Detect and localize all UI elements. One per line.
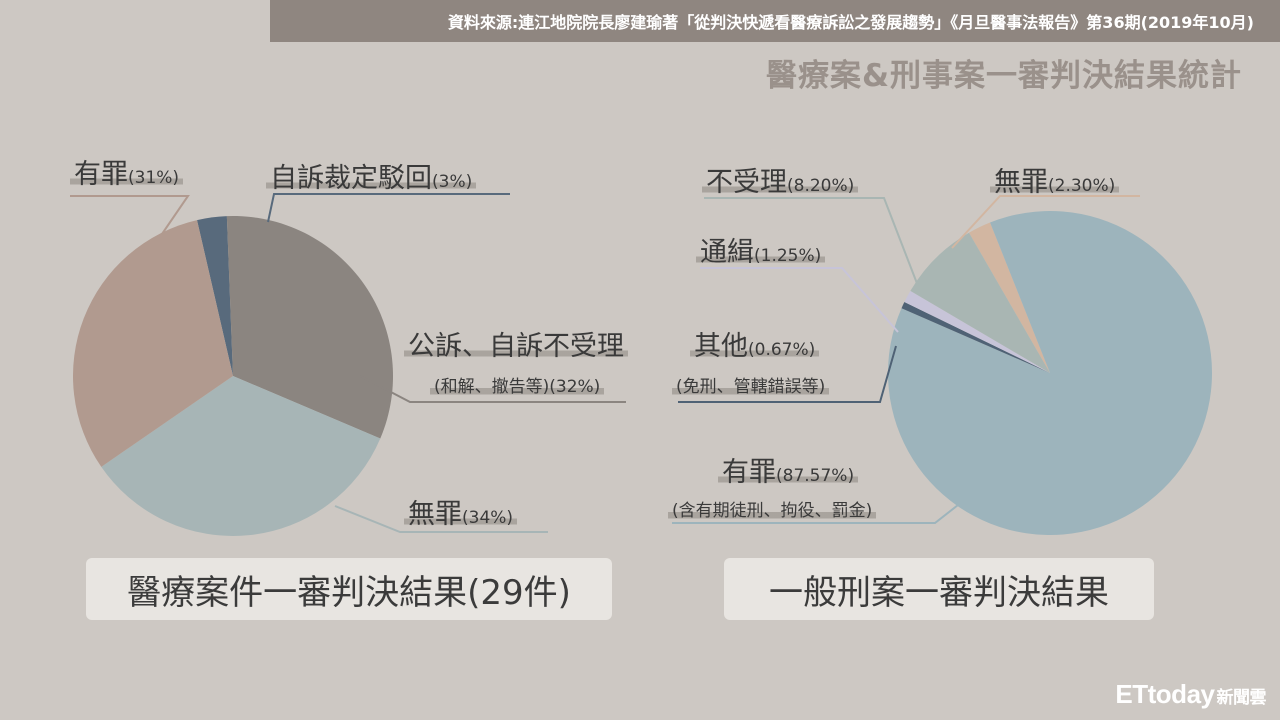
label-guilty-criminal: 有罪(87.57%)	[718, 450, 859, 489]
label-wanted: 通緝(1.25%)	[696, 230, 826, 269]
ettoday-logo: ETtoday 新聞雲	[1115, 679, 1266, 710]
source-bar: 資料來源:連江地院院長廖建瑜著「從判決快遞看醫療訴訟之發展趨勢」《月旦醫事法報告…	[270, 0, 1280, 42]
page-title: 醫療案&刑事案一審判決結果統計	[765, 58, 1242, 94]
logo-brand: ETtoday	[1115, 679, 1215, 709]
leader-line-innocent-criminal	[951, 195, 1140, 249]
medical-slice-0	[72, 220, 233, 467]
leader-line-nonaccept-criminal	[704, 197, 919, 287]
caption-medical: 醫療案件一審判決結果(29件)	[86, 558, 612, 620]
label-innocent-criminal: 無罪(2.30%)	[990, 160, 1120, 199]
leader-lines	[70, 193, 1140, 533]
medical-slice-3	[101, 376, 381, 536]
criminal-slice-2	[901, 302, 1050, 373]
source-text: 資料來源:連江地院院長廖建瑜著「從判決快遞看醫療訴訟之發展趨勢」《月旦醫事法報告…	[447, 13, 1254, 32]
caption-criminal: 一般刑案一審判決結果	[724, 558, 1154, 620]
leader-line-other	[678, 345, 897, 403]
leader-line-guilty-criminal	[672, 504, 959, 524]
label-other-sub: (免刑、管轄錯誤等)	[672, 372, 830, 397]
criminal-slice-4	[910, 232, 1050, 373]
criminal-slice-0	[969, 222, 1050, 373]
medical-slice-2	[226, 216, 393, 439]
label-other: 其他(0.67%)	[690, 324, 820, 363]
logo-suffix: 新聞雲	[1216, 688, 1267, 707]
label-innocent-medical: 無罪(34%)	[404, 492, 518, 531]
medical-slice-1	[197, 216, 233, 376]
label-dismissed: 自訴裁定駁回(3%)	[266, 156, 477, 195]
label-not-accepted: 公訴、自訴不受理	[404, 324, 628, 363]
pie-criminal	[888, 211, 1212, 536]
label-not-accepted-sub: (和解、撤告等)(32%)	[430, 372, 605, 397]
pie-medical	[72, 216, 393, 536]
leader-line-wanted	[700, 267, 899, 333]
leader-line-not-accepted	[359, 375, 626, 403]
leader-line-innocent-medical	[334, 505, 548, 533]
label-guilty-medical: 有罪(31%)	[70, 152, 184, 191]
criminal-slice-3	[904, 290, 1050, 373]
label-nonaccept-criminal: 不受理(8.20%)	[702, 160, 859, 199]
label-guilty-criminal-sub: (含有期徒刑、拘役、罰金)	[668, 496, 877, 521]
leader-line-dismissed	[267, 193, 510, 223]
leader-line-guilty-medical	[70, 195, 190, 235]
